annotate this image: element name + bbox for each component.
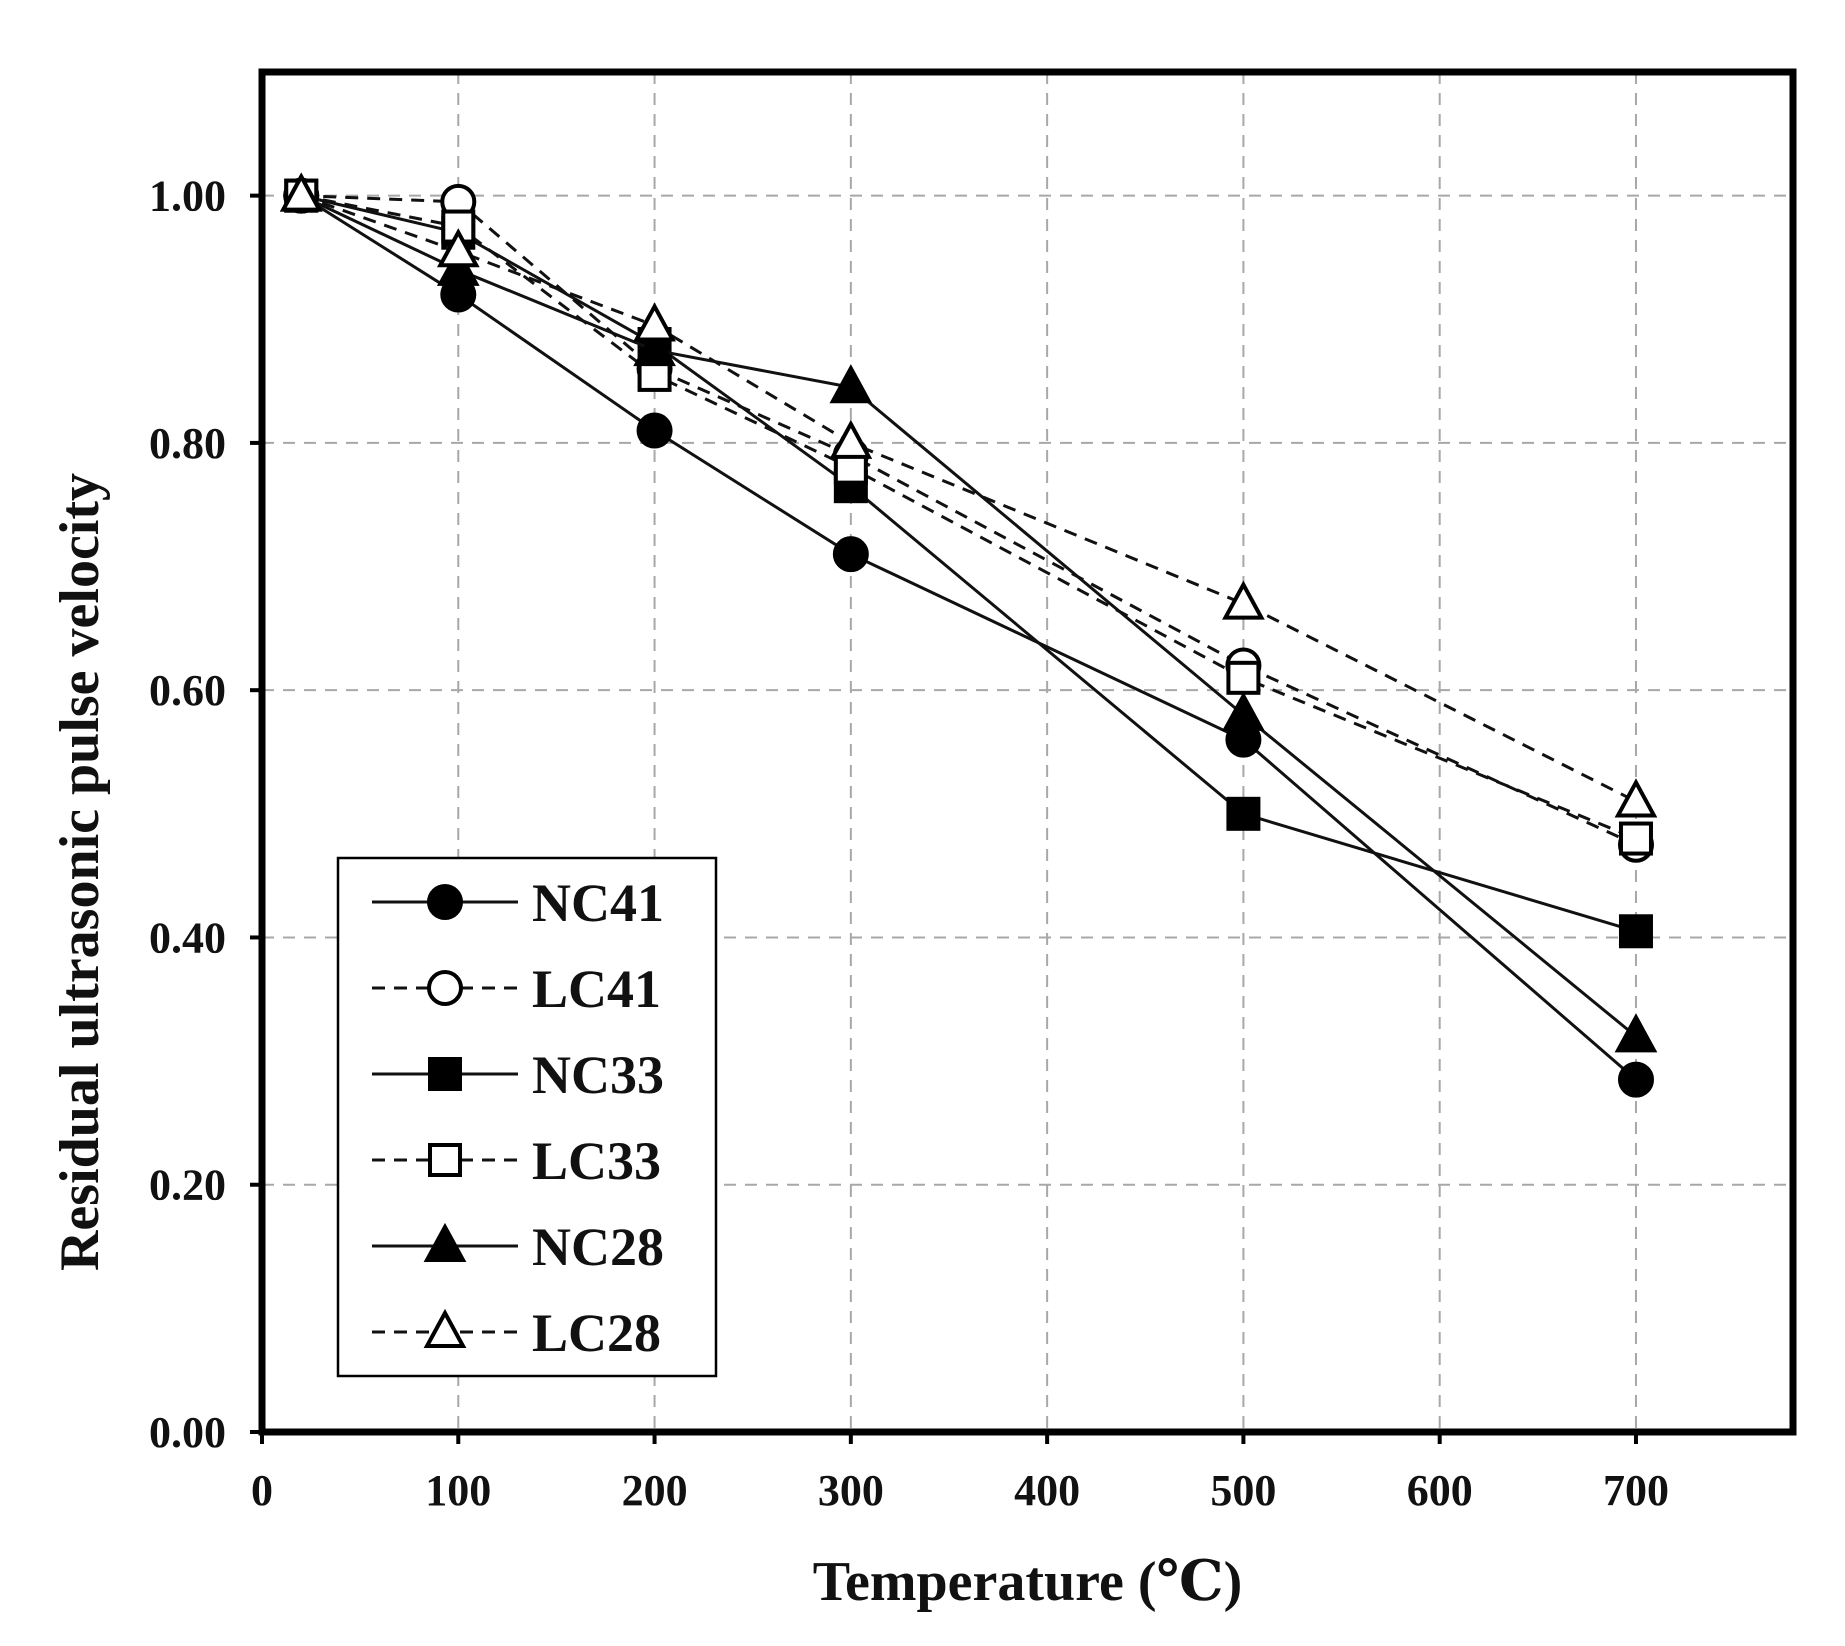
- series-group: [279, 172, 1658, 1098]
- legend-box: [336, 856, 718, 1378]
- data-point: [832, 536, 869, 573]
- series-nc33: [284, 178, 1653, 949]
- data-point: [633, 327, 676, 367]
- y-tick-label: 0.20: [149, 1161, 226, 1210]
- legend-label: LC33: [532, 1131, 661, 1191]
- legend-label: NC28: [532, 1217, 664, 1277]
- x-tick-label: 200: [622, 1466, 688, 1515]
- x-tick-label: 400: [1014, 1466, 1080, 1515]
- legend-marker: [428, 1057, 462, 1091]
- data-point: [636, 412, 673, 449]
- data-point: [829, 364, 873, 404]
- legend-marker: [427, 884, 463, 920]
- x-tick-label: 0: [251, 1466, 273, 1515]
- data-point: [1617, 1061, 1654, 1098]
- y-tick-label: 1.00: [149, 172, 226, 221]
- series-line: [300, 194, 1637, 1038]
- series-line: [300, 194, 1637, 840]
- series-lc33: [284, 178, 1653, 856]
- x-tick-label: 600: [1407, 1466, 1473, 1515]
- data-point: [1226, 660, 1261, 695]
- x-axis-ticks: 0 100 200 300 400 500 600 700: [251, 1432, 1669, 1515]
- legend: NC41 LC41 NC33 LC33 NC28 LC28: [336, 856, 718, 1378]
- series-line: [301, 194, 1637, 847]
- legend-item-nc41: NC41: [372, 873, 664, 933]
- data-point: [1222, 691, 1265, 731]
- data-point: [1618, 821, 1653, 856]
- legend-item-lc28: LC28: [372, 1303, 661, 1363]
- legend-label: LC41: [532, 959, 661, 1019]
- legend-item-lc33: LC33: [372, 1131, 661, 1191]
- x-tick-label: 300: [818, 1466, 884, 1515]
- data-point: [1614, 1013, 1658, 1053]
- data-point: [436, 228, 480, 268]
- data-point: [1222, 580, 1265, 620]
- legend-item-lc41: LC41: [372, 959, 661, 1019]
- series-line: [300, 194, 1637, 933]
- y-axis-title: Residual ultrasonic pulse velocity: [49, 473, 111, 1271]
- legend-marker: [423, 1308, 467, 1348]
- x-axis-title: Temperature (℃): [813, 1551, 1242, 1613]
- x-tick-label: 500: [1210, 1466, 1276, 1515]
- y-tick-label: 0.60: [149, 666, 226, 715]
- legend-marker: [428, 1143, 462, 1177]
- series-lc28: [279, 172, 1658, 818]
- plot-area-frame: [258, 68, 1797, 1436]
- data-point: [1226, 796, 1261, 831]
- data-point: [436, 246, 480, 286]
- legend-label: LC28: [532, 1303, 661, 1363]
- data-point: [1618, 914, 1653, 949]
- legend-label: NC41: [532, 873, 664, 933]
- legend-item-nc33: NC33: [372, 1045, 664, 1105]
- series-line: [300, 194, 1637, 1081]
- series-line: [300, 194, 1637, 803]
- data-point: [279, 172, 323, 212]
- y-tick-label: 0.00: [149, 1408, 226, 1457]
- legend-label: NC33: [532, 1045, 664, 1105]
- legend-marker: [427, 970, 463, 1006]
- data-point: [829, 419, 873, 459]
- y-axis-ticks: 0.00 0.20 0.40 0.60 0.80 1.00: [149, 172, 262, 1457]
- y-tick-label: 0.40: [149, 913, 226, 962]
- series-nc41: [283, 177, 1654, 1098]
- y-tick-label: 0.80: [149, 419, 226, 468]
- data-point: [1614, 778, 1658, 818]
- legend-marker: [423, 1222, 467, 1262]
- x-tick-label: 700: [1603, 1466, 1669, 1515]
- x-tick-label: 100: [425, 1466, 491, 1515]
- data-point: [633, 302, 676, 342]
- legend-item-nc28: NC28: [372, 1217, 664, 1277]
